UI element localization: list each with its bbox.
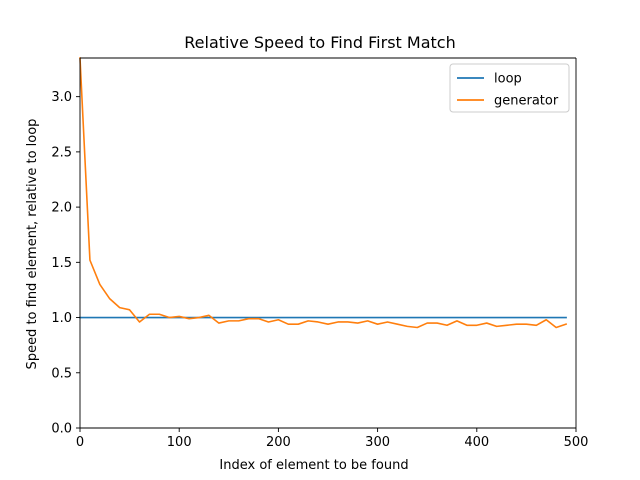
chart-title: Relative Speed to Find First Match <box>184 33 455 52</box>
legend: loop generator <box>449 63 570 113</box>
y-tick-label: 2.0 <box>51 201 72 216</box>
y-tick-label: 1.5 <box>51 256 72 271</box>
x-tick-label: 0 <box>76 435 84 450</box>
x-tick-label: 500 <box>564 435 589 450</box>
series-layer <box>79 57 568 329</box>
series-line-generator <box>79 57 568 329</box>
y-tick-label: 1.0 <box>51 311 72 326</box>
y-tick-label: 3.0 <box>51 90 72 105</box>
ticks-layer: 0 100 200 300 400 500 0.0 0.5 1.0 1.5 2.0 2.5 3.0 <box>51 90 588 450</box>
legend-label-loop: loop <box>494 72 522 87</box>
x-tick-label: 100 <box>167 435 192 450</box>
x-tick-label: 400 <box>464 435 489 450</box>
y-tick-label: 2.5 <box>51 145 72 160</box>
y-axis-label: Speed to find element, relative to loop <box>25 119 40 370</box>
y-tick-label: 0.5 <box>51 366 72 381</box>
axes-layer <box>79 57 577 429</box>
x-tick-label: 200 <box>266 435 291 450</box>
y-tick-label: 0.0 <box>51 422 72 437</box>
plot-area <box>80 58 576 428</box>
legend-label-generator: generator <box>494 94 559 109</box>
plot-background <box>80 58 576 428</box>
x-tick-label: 300 <box>365 435 390 450</box>
x-axis-label: Index of element to be found <box>219 458 408 473</box>
